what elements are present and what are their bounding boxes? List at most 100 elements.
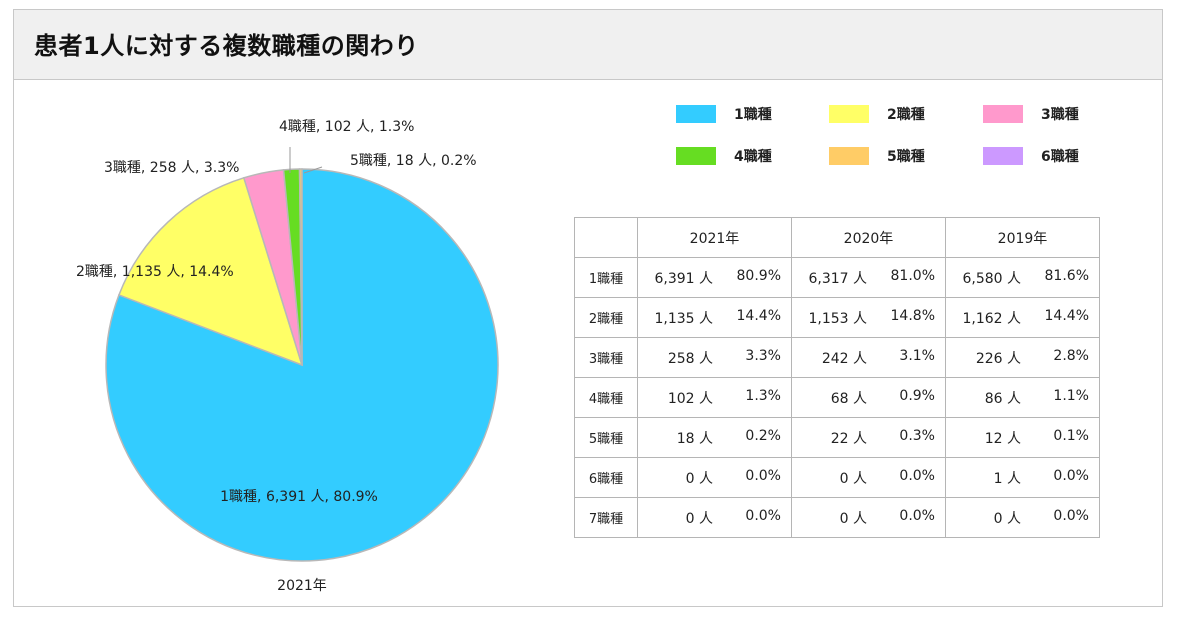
percent-value: 0.1% [1053, 427, 1089, 444]
row-label: 5職種 [574, 417, 638, 458]
count-value: 86 人 [984, 390, 1021, 407]
legend-label: 2職種 [887, 107, 925, 123]
count-value: 242 人 [821, 350, 867, 367]
percent-value: 0.0% [745, 507, 781, 524]
slice-label: 4職種, 102 人, 1.3% [279, 119, 414, 135]
table-cell: 68 人 0.9% [791, 377, 946, 418]
percent-value: 0.3% [899, 427, 935, 444]
row-label: 4職種 [574, 377, 638, 418]
panel-header: 患者1人に対する複数職種の関わり [14, 10, 1162, 80]
legend-item-2: 2職種 [829, 104, 925, 124]
table-cell: 6,580 人 81.6% [945, 257, 1100, 298]
table-cell: 0 人 0.0% [791, 457, 946, 498]
percent-value: 1.3% [745, 387, 781, 404]
count-value: 6,317 人 [808, 270, 867, 287]
pie-slice [105, 168, 499, 562]
table-cell: 12 人 0.1% [945, 417, 1100, 458]
data-table: 2021年 2020年 2019年 1職種 6,391 人 80.9% 6,317… [574, 217, 1100, 538]
count-value: 0 人 [685, 510, 713, 527]
table-header-cell: 2021年 [637, 217, 792, 258]
percent-value: 0.2% [745, 427, 781, 444]
table-row: 6職種 0 人 0.0% 0 人 0.0% 1 人 0.0% [574, 457, 1100, 498]
legend-item-6: 6職種 [983, 146, 1079, 166]
percent-value: 0.0% [899, 467, 935, 484]
count-value: 1 人 [993, 470, 1021, 487]
chart-caption: 2021年 [277, 578, 327, 594]
table-row: 7職種 0 人 0.0% 0 人 0.0% 0 人 0.0% [574, 497, 1100, 538]
count-value: 6,391 人 [654, 270, 713, 287]
percent-value: 3.3% [745, 347, 781, 364]
slice-label: 1職種, 6,391 人, 80.9% [220, 489, 378, 505]
table-cell: 6,317 人 81.0% [791, 257, 946, 298]
legend-item-5: 5職種 [829, 146, 925, 166]
percent-value: 0.0% [1053, 467, 1089, 484]
count-value: 226 人 [975, 350, 1021, 367]
percent-value: 14.4% [736, 307, 781, 324]
table-header-row: 2021年 2020年 2019年 [574, 217, 1100, 258]
percent-value: 0.0% [899, 507, 935, 524]
count-value: 102 人 [667, 390, 713, 407]
row-label: 1職種 [574, 257, 638, 298]
legend-label: 3職種 [1041, 107, 1079, 123]
table-cell: 0 人 0.0% [945, 497, 1100, 538]
leader-line [303, 166, 323, 174]
percent-value: 81.6% [1044, 267, 1089, 284]
table-header-cell: 2020年 [791, 217, 946, 258]
legend-swatch [983, 105, 1023, 123]
legend-label: 4職種 [734, 149, 772, 165]
table-cell: 0 人 0.0% [637, 497, 792, 538]
count-value: 1,153 人 [808, 310, 867, 327]
table-cell: 1,153 人 14.8% [791, 297, 946, 338]
percent-value: 1.1% [1053, 387, 1089, 404]
count-value: 12 人 [984, 430, 1021, 447]
table-cell: 6,391 人 80.9% [637, 257, 792, 298]
percent-value: 3.1% [899, 347, 935, 364]
legend-item-4: 4職種 [676, 146, 772, 166]
table-cell: 102 人 1.3% [637, 377, 792, 418]
percent-value: 0.9% [899, 387, 935, 404]
slice-label: 5職種, 18 人, 0.2% [350, 153, 477, 169]
legend-label: 6職種 [1041, 149, 1079, 165]
table-row: 1職種 6,391 人 80.9% 6,317 人 81.0% 6,580 人 81.… [574, 257, 1100, 298]
legend-swatch [676, 147, 716, 165]
legend-swatch [829, 147, 869, 165]
pie-chart: 1職種, 6,391 人, 80.9% 2職種, 1,135 人, 14.4% 3職… [76, 119, 499, 594]
count-value: 0 人 [839, 470, 867, 487]
count-value: 1,162 人 [962, 310, 1021, 327]
legend-swatch [829, 105, 869, 123]
percent-value: 80.9% [736, 267, 781, 284]
table-cell: 0 人 0.0% [791, 497, 946, 538]
legend: 1職種 2職種 3職種 4職種 5職種 6職種 [676, 104, 1116, 166]
count-value: 0 人 [685, 470, 713, 487]
percent-value: 2.8% [1053, 347, 1089, 364]
table-header-cell: 2019年 [945, 217, 1100, 258]
legend-item-1: 1職種 [676, 104, 772, 124]
row-label: 2職種 [574, 297, 638, 338]
percent-value: 0.0% [745, 467, 781, 484]
count-value: 68 人 [830, 390, 867, 407]
legend-swatch [676, 105, 716, 123]
legend-swatch [983, 147, 1023, 165]
pie-slice [298, 168, 303, 366]
table-cell: 258 人 3.3% [637, 337, 792, 378]
table-cell: 86 人 1.1% [945, 377, 1100, 418]
table-cell: 22 人 0.3% [791, 417, 946, 458]
count-value: 22 人 [830, 430, 867, 447]
table-row: 2職種 1,135 人 14.4% 1,153 人 14.8% 1,162 人 14.… [574, 297, 1100, 338]
count-value: 0 人 [993, 510, 1021, 527]
count-value: 6,580 人 [962, 270, 1021, 287]
row-label: 6職種 [574, 457, 638, 498]
table-cell: 226 人 2.8% [945, 337, 1100, 378]
count-value: 18 人 [676, 430, 713, 447]
row-label: 3職種 [574, 337, 638, 378]
legend-label: 5職種 [887, 149, 925, 165]
table-row: 4職種 102 人 1.3% 68 人 0.9% 86 人 1.1% [574, 377, 1100, 418]
page-title: 患者1人に対する複数職種の関わり [34, 32, 419, 60]
count-value: 258 人 [667, 350, 713, 367]
table-cell: 242 人 3.1% [791, 337, 946, 378]
table-corner-cell [574, 217, 638, 258]
table-cell: 1,162 人 14.4% [945, 297, 1100, 338]
row-label: 7職種 [574, 497, 638, 538]
legend-label: 1職種 [734, 107, 772, 123]
percent-value: 81.0% [890, 267, 935, 284]
